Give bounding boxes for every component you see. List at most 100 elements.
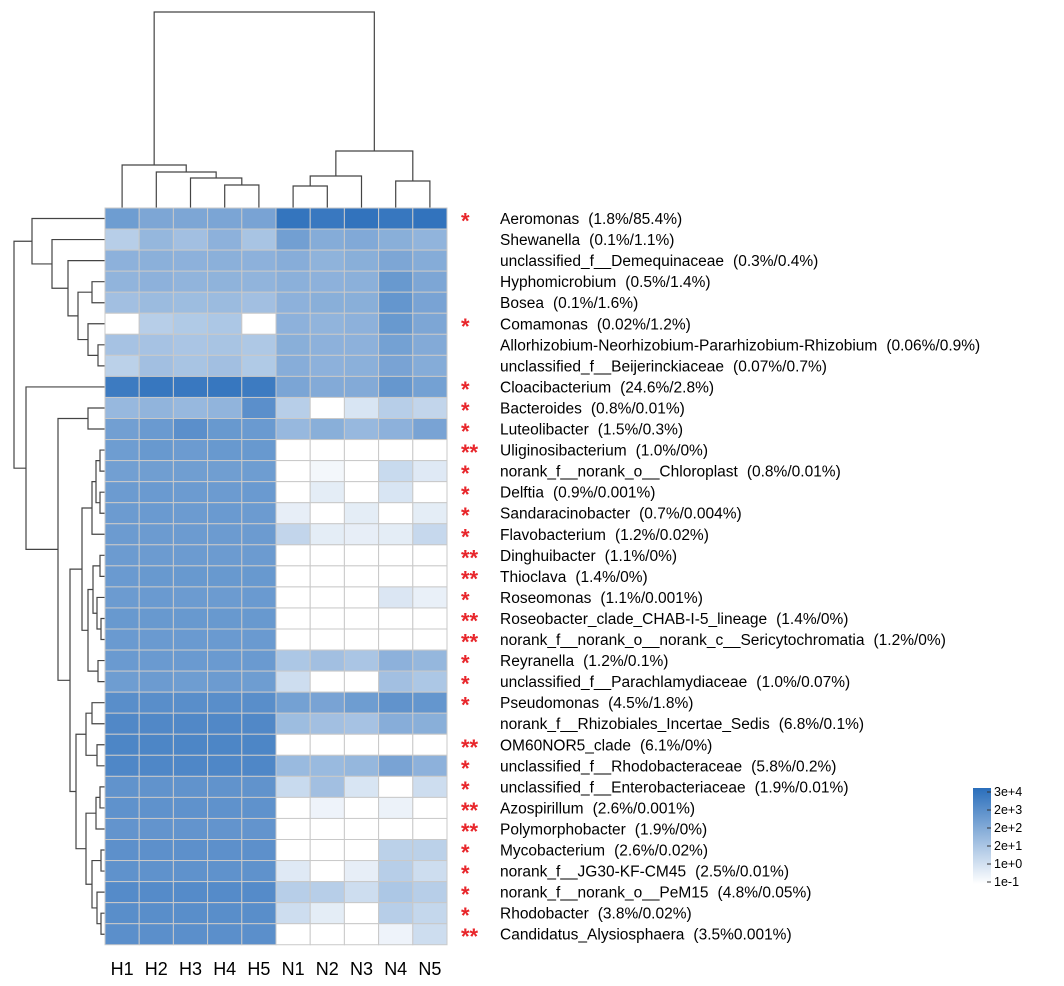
heatmap-cell [104,354,140,377]
heatmap-cell [412,439,448,462]
row-label: Bacteroides (0.8%/0.01%) [500,400,685,417]
significance-star: * [461,461,470,486]
row-label: unclassified_f__Beijerinckiaceae (0.07%/0… [500,358,827,375]
heatmap-cell [241,902,277,925]
heatmap-cell [378,270,414,293]
heatmap-cell [104,586,140,609]
heatmap-cell [138,249,174,272]
heatmap-cell [138,775,174,798]
heatmap-cell [412,923,448,946]
column-label: N1 [282,959,305,979]
significance-star: * [461,777,470,802]
heatmap-cell [309,523,345,546]
dendrogram-branch [99,786,105,809]
row-label-taxon: Aeromonas [500,211,580,228]
heatmap-cell [172,902,209,925]
heatmap-cell [275,249,311,272]
heatmap-cell [275,523,311,546]
heatmap-cell [412,881,448,904]
row-label-note: (1.1%/0%) [605,548,677,565]
heatmap-cell [207,375,243,398]
heatmap-cell [378,354,414,377]
row-label: Rhodobacter (3.8%/0.02%) [500,906,692,923]
dendrogram-branch [153,11,375,165]
dendrogram-branch [99,491,105,514]
heatmap-cell [412,396,448,420]
dendrogram-branch [292,185,328,208]
heatmap-cell [412,291,448,314]
heatmap-cell [378,586,414,609]
heatmap-cell [412,228,448,251]
heatmap-cell [412,691,448,714]
row-label: norank_f__norank_o__norank_c__Sericytoch… [500,632,946,649]
row-label-note: (0.5%/1.4%) [625,274,710,291]
heatmap-cell [172,607,209,630]
row-label-note: (1.0%/0.07%) [756,674,850,691]
heatmap-cell [172,544,209,567]
heatmap-cell [412,607,448,630]
row-label-note: (5.8%/0.2%) [751,758,836,775]
row-label-note: (6.1%/0%) [640,737,712,754]
heatmap-cell [241,586,277,609]
heatmap-cell [241,418,277,441]
heatmap-cell [104,775,140,798]
heatmap-cell [412,333,448,356]
heatmap-cell [207,354,243,377]
heatmap-cell [241,923,277,946]
heatmap-cell [309,670,345,693]
heatmap-cell [343,565,380,588]
heatmap-cell [138,523,174,546]
heatmap-cell [241,354,277,377]
heatmap-cell [412,839,448,862]
significance-star: ** [461,630,479,655]
heatmap-cell [275,375,311,398]
heatmap-cell [207,923,243,946]
dendrogram-branch [67,260,105,317]
row-label-note: (4.8%/0.05%) [718,885,812,902]
column-label: H2 [145,959,168,979]
row-label-taxon: unclassified_f__Demequinaceae [500,253,724,270]
heatmap-cell [309,291,345,314]
row-label-note: (2.5%/0.01%) [695,864,789,881]
heatmap-cell [309,839,345,862]
row-label-note: (1.4%/0%) [575,569,647,586]
heatmap-cell [104,333,140,356]
heatmap-cell [207,754,243,777]
heatmap-cell [343,418,380,441]
heatmap-cell [309,817,345,841]
heatmap-cell [241,270,277,293]
heatmap-cell [309,228,345,251]
row-label: Mycobacterium (2.6%/0.02%) [500,843,708,860]
row-label: norank_f__norank_o__Chloroplast (0.8%/0.0… [500,464,841,481]
heatmap-cell [309,375,345,398]
row-label-note: (1.2%/0.02%) [615,527,709,544]
row-label: unclassified_f__Parachlamydiaceae (1.0%/0… [500,674,850,691]
row-label: norank_f__Rhizobiales_Incertae_Sedis (6.8… [500,716,864,733]
heatmap-cell [104,544,140,567]
heatmap-cell [412,754,448,777]
heatmap-cell [343,754,380,777]
heatmap-cell [412,460,448,483]
heatmap-cell [138,207,174,230]
heatmap-cell [378,396,414,420]
heatmap-cell [172,291,209,314]
heatmap-cell [241,207,277,230]
heatmap-cell [207,439,243,462]
row-label-taxon: Pseudomonas [500,695,599,712]
heatmap-cell [207,775,243,798]
heatmap-cell [172,481,209,504]
row-label-note: (0.3%/0.4%) [733,253,818,270]
heatmap-cell [104,502,140,525]
column-labels: H1 H2 H3 H4 H5 N1 N2 N3 N4 N5 [111,959,442,979]
heatmap-cell [207,544,243,567]
heatmap-cell [412,902,448,925]
heatmap-cell [309,207,345,230]
heatmap-cell [104,881,140,904]
heatmap-cell [343,733,380,756]
heatmap-cell [172,754,209,777]
row-label-taxon: Sandaracinobacter [500,506,630,523]
row-label-taxon: Luteolibacter [500,422,589,439]
heatmap-cell [241,439,277,462]
row-label-note: (0.02%/1.2%) [597,316,691,333]
heatmap-cell [104,860,140,883]
